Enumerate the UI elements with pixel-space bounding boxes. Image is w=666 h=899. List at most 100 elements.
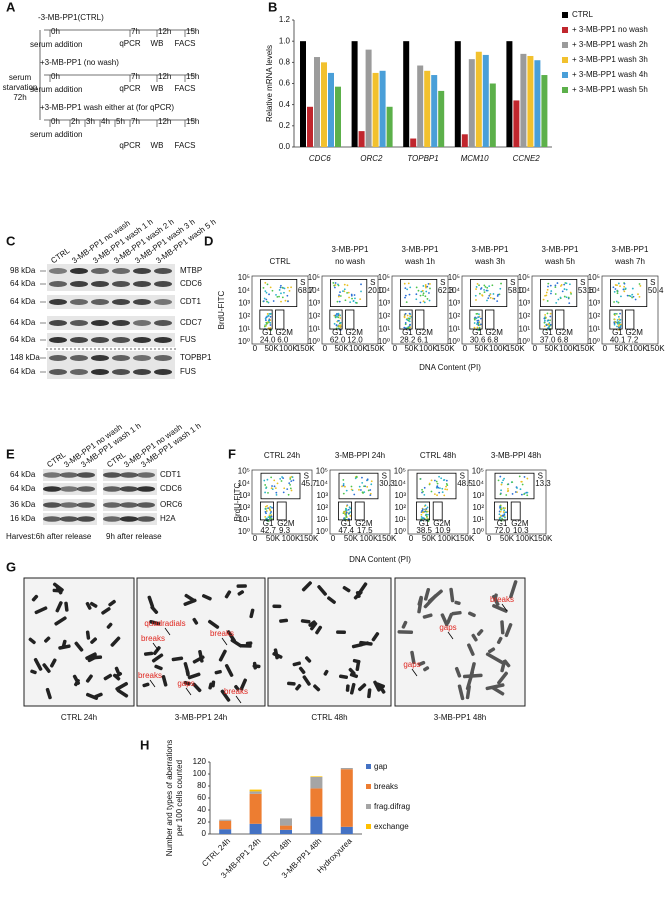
chromosome [49, 658, 57, 668]
cell-dot [489, 293, 492, 296]
cell-dot [286, 488, 289, 491]
cell-dot [549, 284, 552, 287]
cell-dot [422, 292, 425, 295]
cell-dot [339, 317, 342, 319]
cell-dot [426, 516, 428, 519]
cell-dot [266, 300, 268, 303]
bar [475, 51, 482, 147]
bar [438, 90, 445, 147]
chromosome [292, 661, 301, 667]
cell-dot [269, 505, 272, 508]
x-tick-label: 150K [576, 344, 595, 353]
chromosome [207, 619, 220, 629]
cell-dot [623, 282, 626, 285]
band [133, 337, 151, 343]
band [43, 472, 61, 478]
gate-value: 45.7 [301, 479, 317, 488]
chromosome [349, 682, 356, 695]
gate [259, 278, 298, 307]
cell-dot [423, 494, 426, 496]
bar-segment [310, 776, 323, 777]
cell-dot [612, 286, 615, 289]
bar-segment [310, 788, 323, 817]
y-tick-label: 10³ [238, 491, 250, 500]
x-tick-label: CDC6 [309, 154, 331, 163]
cell-dot [280, 292, 282, 295]
caption: CTRL 24h [61, 713, 97, 722]
y-tick-label: 10³ [588, 299, 600, 308]
x-tick-label: 0 [409, 534, 414, 543]
cell-dot [421, 508, 424, 511]
band [49, 299, 67, 305]
y-tick-label: 10⁴ [238, 479, 251, 488]
cell-dot [342, 484, 345, 487]
cell-dot [563, 295, 566, 298]
cell-dot [570, 292, 572, 295]
chromosome [101, 607, 111, 615]
gate-label: S [300, 278, 305, 287]
cell-dot [264, 484, 267, 486]
y-tick-label: 10⁰ [316, 527, 328, 536]
band [43, 516, 61, 522]
bar [461, 134, 468, 147]
chromosome [226, 630, 236, 643]
band [91, 320, 109, 326]
chromosome [295, 684, 302, 691]
cell-dot [406, 319, 409, 321]
y-tick-label: 80 [197, 781, 206, 790]
y-tick-label: 10² [518, 311, 530, 320]
cell-dot [264, 319, 267, 322]
x-tick-label: 0 [487, 534, 492, 543]
cell-dot [268, 508, 271, 511]
cell-dot [563, 283, 566, 286]
cell-dot [505, 494, 508, 496]
cell-dot [549, 323, 552, 326]
cell-dot [436, 482, 439, 485]
cell-dot [419, 294, 422, 297]
cell-dot [417, 289, 420, 292]
cell-dot [446, 488, 449, 491]
band [112, 299, 130, 305]
cell-dot [622, 288, 625, 291]
band [112, 268, 130, 274]
cell-dot [548, 325, 551, 328]
cell-dot [617, 325, 620, 327]
y-tick-label: 10⁴ [378, 286, 391, 295]
arrow [235, 695, 242, 704]
annotation: breaks [210, 629, 234, 638]
gate-label: G1 [472, 328, 483, 337]
cell-dot [350, 488, 353, 491]
chromosome [89, 601, 98, 608]
y-tick-label: 10⁰ [518, 337, 530, 346]
cell-dot [264, 511, 267, 513]
cell-dot [421, 488, 423, 491]
cell-dot [439, 487, 441, 489]
chromosome [220, 689, 231, 702]
gate-label: S [580, 278, 585, 287]
cell-dot [269, 312, 272, 315]
time-label: 0h [51, 72, 60, 81]
cell-dot [268, 293, 270, 296]
gate [625, 309, 635, 330]
cell-dot [613, 323, 616, 326]
cell-dot [438, 475, 440, 478]
cell-dot [347, 291, 350, 294]
cell-dot [613, 318, 616, 321]
band [112, 369, 130, 375]
cell-dot [428, 482, 431, 485]
chromosome [422, 613, 433, 619]
chromosome [361, 641, 370, 646]
cell-dot [268, 507, 271, 509]
cell-dot [478, 313, 480, 316]
chromosome [454, 666, 462, 678]
x-tick-label: CTRL 48h [261, 837, 293, 869]
y-tick-label: 10¹ [518, 324, 530, 333]
cell-dot [477, 319, 480, 322]
gate [415, 501, 430, 521]
chromosome [457, 684, 465, 701]
cell-dot [567, 296, 570, 299]
cell-dot [620, 295, 622, 298]
bar-segment [249, 793, 262, 824]
gate-value: 24.0 [260, 336, 276, 345]
